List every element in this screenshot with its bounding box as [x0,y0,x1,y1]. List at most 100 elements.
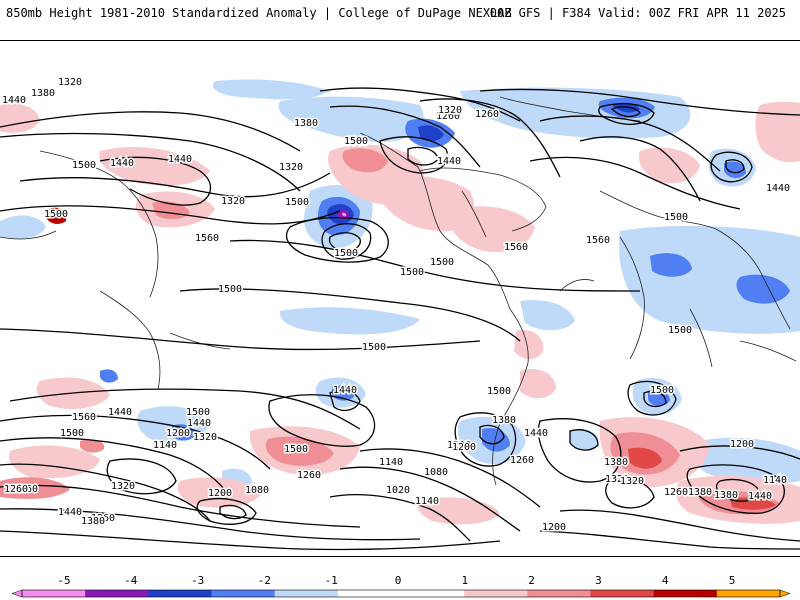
colorbar-swatch [337,590,402,597]
anomaly-colorbar: -5 -4 -3 -2 -1 0 1 2 3 4 5 [11,574,791,598]
contour-label: 1320 [438,105,462,116]
neg-anomaly-region [648,389,670,407]
pos-anomaly-region [417,497,500,525]
colorbar-min-arrow [11,589,23,598]
pos-anomaly-region [755,101,800,163]
pos-anomaly-region [638,147,700,184]
colorbar-max-arrow [779,589,791,598]
contour-label: 1320 [605,474,629,485]
colorbar-swatch [464,590,528,597]
contour-label: 1440 [766,183,790,194]
pos-anomaly-region [80,439,105,453]
neg-anomaly-region [619,225,800,334]
contour-label: 1500 [664,212,688,223]
neg-anomaly-region [418,125,444,142]
contour-label: 1200 [452,442,476,453]
neg-anomaly-region [279,307,420,335]
colorbar-swatches [11,589,791,598]
contour-label: 1560 [586,235,610,246]
pos-anomaly-region [342,148,388,173]
neg-anomaly-region [724,161,746,179]
neg-anomaly-region [520,299,575,331]
contour-label: 1440 [748,491,772,502]
contour-label: 1380 [294,118,318,129]
neg-anomaly-region [212,79,330,100]
contour-label: 1500 [650,385,674,396]
contour-label: 1440 [524,428,548,439]
colorbar-swatch [211,590,276,597]
colorbar-swatch [653,590,718,597]
pos-anomaly-region [46,207,67,224]
pos-anomaly-region [177,477,262,508]
contour-label: 1320 [111,481,135,492]
contour-label: 1140 [415,496,439,507]
contour-label: 1260 [14,484,38,495]
contour-label: 1500 [186,407,210,418]
contour-label: 1560 [72,412,96,423]
colorbar-ticks: -5 -4 -3 -2 -1 0 1 2 3 4 5 [57,574,735,587]
contour-label: 1200 [208,488,232,499]
contour-label: 1140 [763,475,787,486]
colorbar-tick-label: 2 [528,574,535,587]
contour-label: 1500 [60,428,84,439]
contour-label: 1320 [193,432,217,443]
contour-label: 1260 [297,470,321,481]
pos-anomaly-region [265,436,334,466]
contour-label: 1380 [31,88,55,99]
contour-label: 1140 [153,440,177,451]
contour-label: 1500 [400,267,424,278]
colorbar-swatch [274,590,339,597]
neg-anomaly-region [695,437,800,484]
contour-label: 1200 [542,522,566,533]
contour-label: 1500 [430,257,454,268]
colorbar-tick-label: 4 [662,574,669,587]
colorbar-border [21,589,781,598]
contour-label: 1500 [668,325,692,336]
model-run-info: 00Z GFS | F384 Valid: 00Z FRI APR 11 202… [489,6,786,20]
contour-labels: 1320 1380 1440 1320 1260 1320 1260 1440 1380 1500… [0,76,791,535]
contour-label: 1140 [379,457,403,468]
contour-label: 1500 [285,197,309,208]
contour-label: 1260 [510,455,534,466]
contour-label: 1500 [218,284,242,295]
contour-label: 1440 [108,407,132,418]
contour-label: 1260 [91,513,115,524]
pos-anomaly-region [520,369,556,399]
pos-anomaly-region [0,477,70,499]
contour-label: 1560 [195,233,219,244]
contour-label: 1260 [664,487,688,498]
contour-label: 1500 [362,342,386,353]
colorbar-tick-label: -1 [325,574,338,587]
colorbar-tick-label: 1 [461,574,468,587]
contour-label: 1260 [475,109,499,120]
colorbar-tick-label: -4 [124,574,138,587]
contour-label: 1380 [604,457,628,468]
anomaly-map: 1320 1380 1440 1320 1260 1320 1260 1440 1380 1500… [0,40,800,557]
contour-label: 1560 [504,242,528,253]
neg-anomaly-region [650,253,692,277]
contour-label: 1440 [168,154,192,165]
contour-label: 1440 [333,385,357,396]
contour-label: 1500 [284,444,308,455]
contour-label: 1380 [81,516,105,527]
neg-anomaly-region [612,102,640,113]
contour-label: 1440 [437,156,461,167]
contour-label: 1500 [72,160,96,171]
neg-anomaly-region [736,274,790,304]
contour-label: 1020 [386,485,410,496]
contour-label: 1200 [166,428,190,439]
colorbar-swatch [85,590,149,597]
colorbar-tick-label: 0 [395,574,402,587]
contour-label: 1440 [2,95,26,106]
map-title: 850mb Height 1981-2010 Standardized Anom… [6,6,512,20]
contour-label: 1080 [245,485,269,496]
map-canvas: 1320 1380 1440 1320 1260 1320 1260 1440 1380 1500… [0,76,800,551]
pos-anomaly-region [514,329,544,360]
colorbar-tick-label: -2 [258,574,271,587]
pos-anomaly-region [99,147,210,186]
neg-anomaly-region [100,369,118,383]
contour-label: 1080 [424,467,448,478]
colorbar-swatch [22,590,86,597]
contour-label: 1200 [447,440,471,451]
contour-label: 1320 [279,162,303,173]
